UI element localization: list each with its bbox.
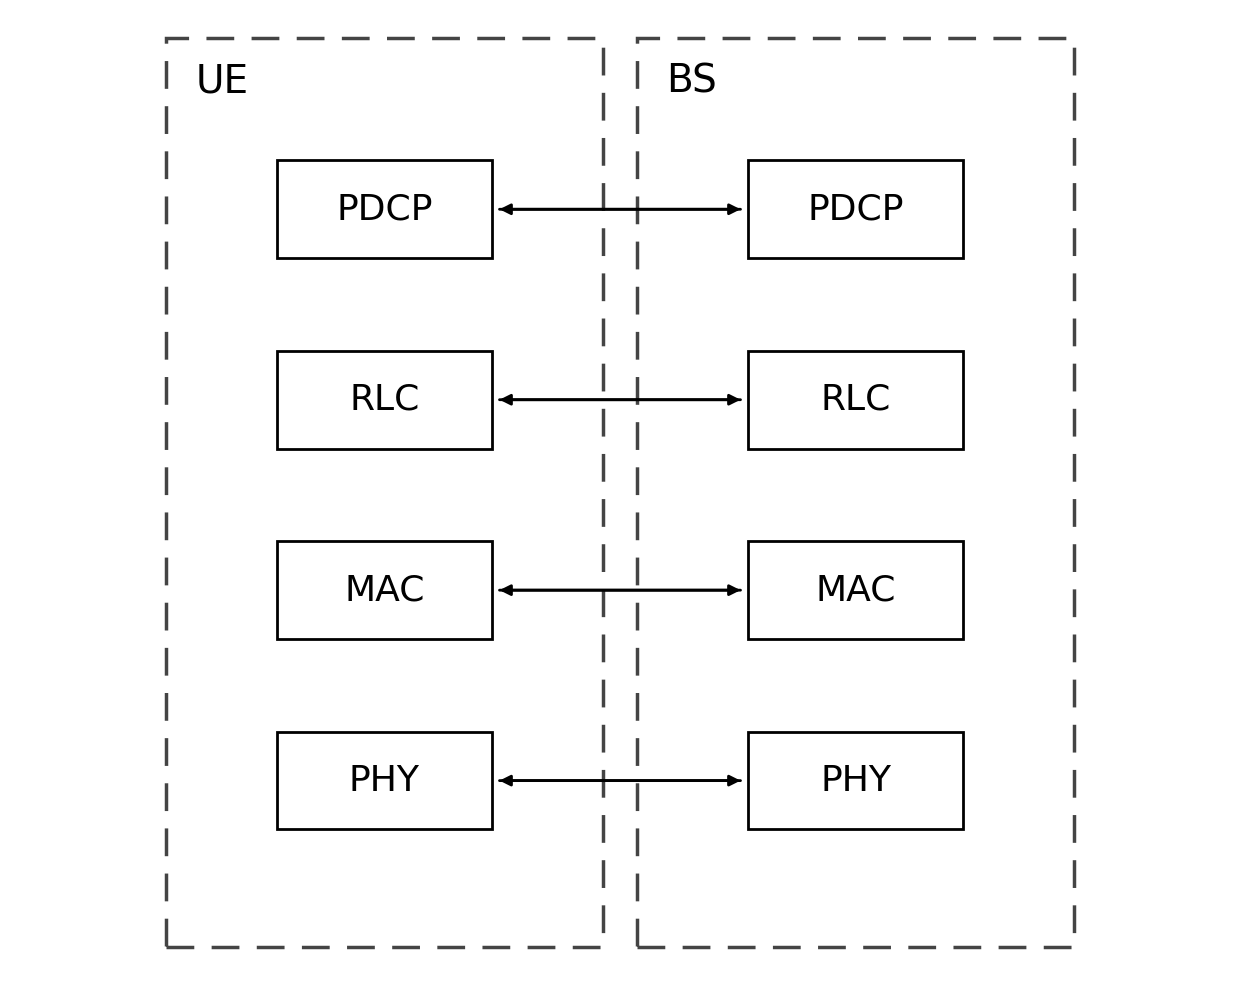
Text: RLC: RLC: [350, 383, 419, 417]
Text: PHY: PHY: [348, 763, 420, 798]
Bar: [637, 38, 1074, 947]
Bar: [748, 542, 963, 639]
Bar: [166, 38, 603, 947]
Text: UE: UE: [195, 63, 248, 100]
Text: RLC: RLC: [821, 383, 890, 417]
Text: PDCP: PDCP: [807, 192, 904, 227]
Text: MAC: MAC: [345, 573, 424, 607]
Bar: [748, 161, 963, 258]
Bar: [277, 351, 492, 448]
Bar: [277, 161, 492, 258]
Text: MAC: MAC: [816, 573, 895, 607]
Text: BS: BS: [666, 63, 717, 100]
Bar: [748, 351, 963, 448]
Text: PHY: PHY: [820, 763, 892, 798]
Text: PDCP: PDCP: [336, 192, 433, 227]
Bar: [277, 542, 492, 639]
Bar: [277, 732, 492, 829]
Bar: [748, 732, 963, 829]
